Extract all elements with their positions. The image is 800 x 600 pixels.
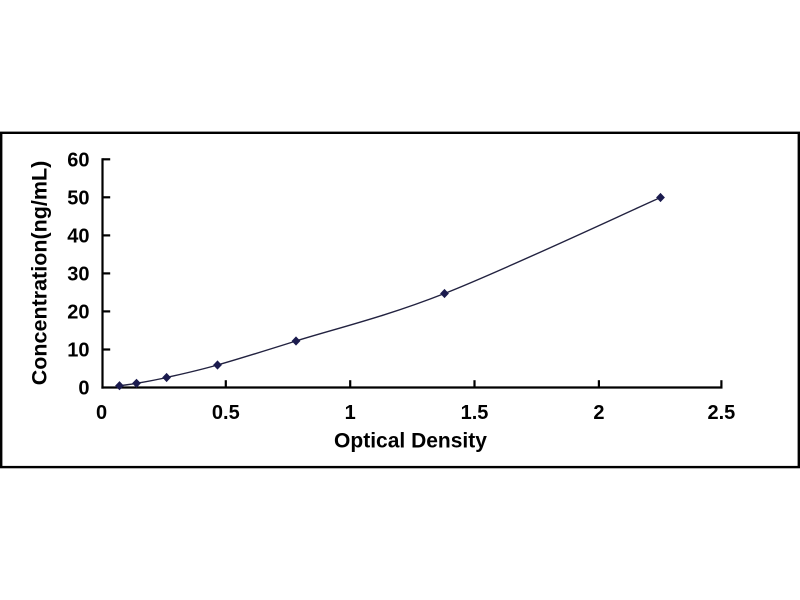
svg-text:1: 1: [345, 402, 356, 424]
svg-text:Concentration(ng/mL): Concentration(ng/mL): [28, 161, 52, 386]
svg-text:50: 50: [67, 187, 89, 209]
svg-text:2: 2: [593, 402, 604, 424]
svg-text:2.5: 2.5: [707, 402, 735, 424]
svg-text:60: 60: [67, 149, 89, 171]
svg-text:0: 0: [78, 378, 89, 400]
svg-text:0.5: 0.5: [212, 402, 240, 424]
svg-text:20: 20: [67, 302, 89, 324]
svg-text:1.5: 1.5: [461, 402, 489, 424]
svg-text:10: 10: [67, 340, 89, 362]
svg-text:Optical Density: Optical Density: [334, 430, 487, 453]
svg-text:30: 30: [67, 264, 89, 286]
svg-text:0: 0: [96, 402, 107, 424]
svg-text:40: 40: [67, 226, 89, 248]
